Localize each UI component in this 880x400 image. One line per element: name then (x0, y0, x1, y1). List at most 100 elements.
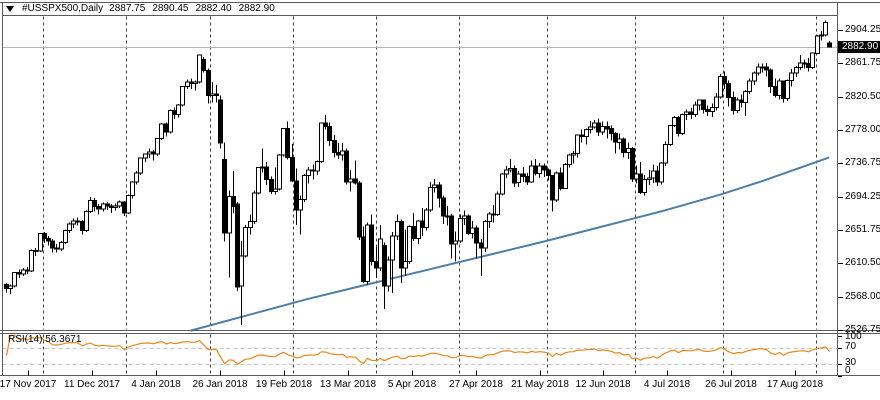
candle-bearish (579, 134, 584, 138)
candle-bearish (621, 138, 626, 154)
candle-bullish (588, 126, 593, 131)
candle-bearish (54, 247, 59, 250)
candle-bearish (327, 125, 332, 142)
candle-bearish (323, 122, 328, 127)
candle-bullish (634, 173, 639, 180)
candle-bullish (159, 123, 164, 139)
candle-bullish (390, 235, 395, 261)
candle-bearish (546, 169, 551, 177)
candle-bearish (42, 233, 47, 239)
candle-bearish (264, 166, 269, 181)
candle-bullish (743, 90, 748, 104)
candle-bullish (298, 199, 303, 211)
date-axis-label: 27 Apr 2018 (449, 379, 503, 390)
price-axis-label: 2861.75 (845, 57, 880, 69)
candle-bearish (33, 249, 38, 252)
candle-bullish (684, 111, 689, 115)
candle-bullish (386, 259, 391, 287)
ohlc-open: 2887.75 (109, 3, 146, 14)
candle-bullish (529, 165, 534, 183)
candle-bullish (281, 128, 286, 156)
candle-bullish (428, 187, 433, 211)
candle-bullish (575, 134, 580, 154)
candle-bullish (487, 213, 492, 223)
candle-bearish (449, 215, 454, 245)
date-axis-label: 19 Feb 2018 (255, 379, 313, 390)
candle-bearish (269, 179, 274, 193)
chevron-down-icon[interactable] (6, 5, 14, 12)
candle-bullish (88, 199, 93, 212)
candle-bullish (714, 96, 719, 108)
candle-bearish (437, 184, 442, 199)
candle-bearish (411, 226, 416, 239)
candle-bullish (495, 193, 500, 216)
candle-bullish (810, 52, 815, 69)
candle-bearish (290, 156, 295, 182)
candle-bearish (731, 97, 736, 111)
candle-bearish (764, 66, 769, 71)
candle-bullish (143, 153, 148, 159)
price-axis-label: 2694.25 (845, 190, 880, 202)
candle-bearish (105, 203, 110, 207)
date-axis-label: 12 Jun 2018 (575, 379, 631, 390)
candle-bullish (193, 81, 198, 85)
candle-bullish (302, 175, 307, 200)
candle-bearish (676, 117, 681, 134)
candle-bullish (12, 272, 17, 287)
candle-bearish (655, 170, 660, 183)
candle-bearish (361, 236, 366, 282)
date-axis-label: 5 Apr 2018 (387, 379, 437, 390)
candle-bearish (294, 180, 299, 211)
ohlc-close: 2882.90 (238, 3, 275, 14)
candle-bearish (172, 110, 177, 115)
candle-bullish (8, 285, 13, 290)
candle-bullish (819, 34, 824, 37)
price-axis-label: 2778.00 (845, 124, 880, 135)
candle-bearish (4, 284, 9, 289)
candle-bearish (46, 237, 51, 242)
candle-bearish (285, 128, 290, 158)
candle-bullish (185, 81, 190, 88)
date-axis-label: 4 Jan 2018 (131, 379, 181, 390)
candle-bullish (651, 170, 656, 179)
candle-bullish (277, 154, 282, 190)
date-axis-label: 26 Jul 2018 (705, 379, 757, 390)
candle-bullish (138, 157, 143, 174)
candle-bullish (483, 221, 488, 249)
candle-bullish (117, 201, 122, 207)
candle-bearish (521, 173, 526, 177)
rsi-scale-label: 70 (845, 341, 857, 352)
candle-bearish (214, 93, 219, 96)
candle-bullish (668, 125, 673, 146)
candle-bullish (134, 172, 139, 183)
candle-bearish (525, 175, 530, 183)
candle-bullish (777, 80, 782, 96)
rsi-scale-label: 100 (845, 331, 862, 342)
candle-bullish (504, 169, 509, 175)
candle-bearish (491, 213, 496, 216)
candle-bearish (344, 150, 349, 183)
date-axis-label: 13 Mar 2018 (319, 379, 377, 390)
rsi-indicator-label[interactable]: RSI(14) 56.3671 (8, 334, 82, 345)
candle-bearish (420, 220, 425, 228)
candle-bearish (533, 165, 538, 174)
candle-bullish (256, 167, 261, 194)
candle-bullish (319, 122, 324, 162)
rsi-scale-label: 0 (845, 365, 851, 376)
candle-bullish (378, 238, 383, 269)
price-axis-label: 2526.75 (845, 324, 880, 335)
candle-bullish (365, 224, 370, 282)
candle-bearish (218, 99, 223, 144)
candle-bullish (416, 220, 421, 239)
candle-bullish (130, 181, 135, 196)
current-price-badge: 2882.90 (838, 41, 880, 53)
candle-bullish (672, 117, 677, 126)
candle-bearish (466, 215, 471, 235)
candle-bullish (395, 221, 400, 237)
candle-bullish (29, 249, 34, 272)
candle-bullish (67, 223, 72, 232)
candle-bearish (92, 199, 97, 208)
candle-bearish (399, 221, 404, 269)
date-axis-label: 26 Jan 2018 (192, 379, 248, 390)
